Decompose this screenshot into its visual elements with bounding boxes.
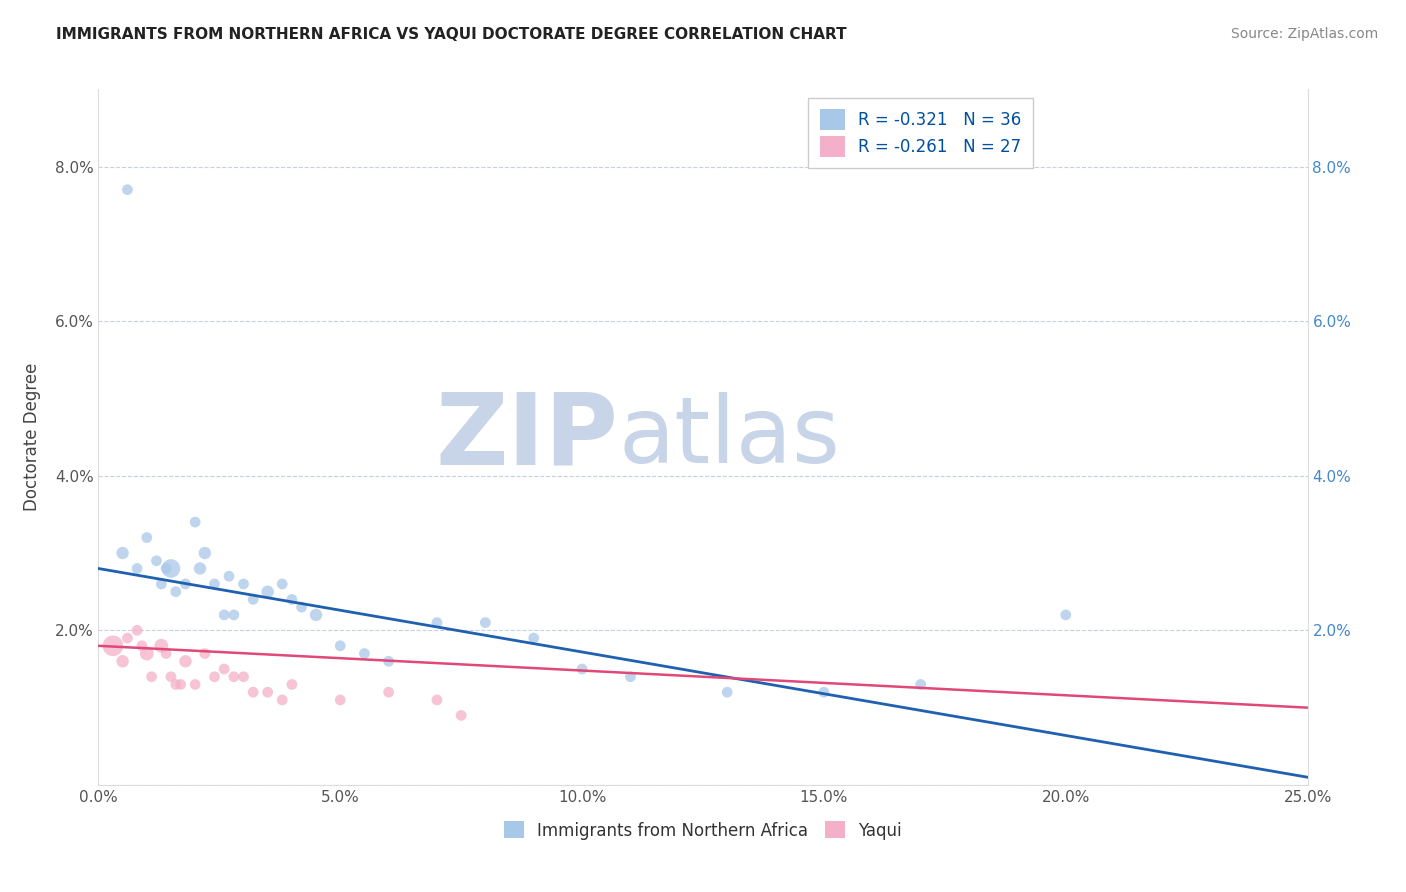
Point <box>619 670 641 684</box>
Point <box>329 693 352 707</box>
Point <box>111 546 134 560</box>
Point <box>523 631 546 645</box>
Point <box>256 685 278 699</box>
Point <box>194 546 217 560</box>
Point <box>135 647 157 661</box>
Point <box>242 592 264 607</box>
Point <box>716 685 738 699</box>
Point <box>222 607 245 622</box>
Point <box>271 693 294 707</box>
Y-axis label: Doctorate Degree: Doctorate Degree <box>22 363 41 511</box>
Point <box>281 592 304 607</box>
Point <box>218 569 240 583</box>
Point <box>174 577 197 591</box>
Point <box>377 654 399 668</box>
Point <box>169 677 191 691</box>
Point <box>426 693 449 707</box>
Point <box>174 654 197 668</box>
Point <box>155 647 177 661</box>
Point <box>160 561 183 575</box>
Point <box>281 677 304 691</box>
Point <box>194 647 217 661</box>
Point <box>329 639 352 653</box>
Point <box>212 662 235 676</box>
Legend: Immigrants from Northern Africa, Yaqui: Immigrants from Northern Africa, Yaqui <box>498 814 908 847</box>
Point <box>426 615 449 630</box>
Point <box>222 670 245 684</box>
Point <box>571 662 593 676</box>
Point <box>165 677 187 691</box>
Point <box>150 577 173 591</box>
Point <box>1054 607 1077 622</box>
Point <box>450 708 472 723</box>
Point <box>204 670 226 684</box>
Point <box>305 607 328 622</box>
Point <box>127 561 149 575</box>
Point <box>212 607 235 622</box>
Point <box>111 654 134 668</box>
Point <box>474 615 496 630</box>
Point <box>117 631 139 645</box>
Point <box>160 670 183 684</box>
Text: Source: ZipAtlas.com: Source: ZipAtlas.com <box>1230 27 1378 41</box>
Point <box>204 577 226 591</box>
Point <box>184 677 207 691</box>
Point <box>256 584 278 599</box>
Point <box>131 639 153 653</box>
Text: IMMIGRANTS FROM NORTHERN AFRICA VS YAQUI DOCTORATE DEGREE CORRELATION CHART: IMMIGRANTS FROM NORTHERN AFRICA VS YAQUI… <box>56 27 846 42</box>
Point <box>127 624 149 638</box>
Point <box>242 685 264 699</box>
Point <box>117 183 139 197</box>
Point <box>290 600 312 615</box>
Point <box>271 577 294 591</box>
Text: atlas: atlas <box>619 392 841 482</box>
Point <box>184 515 207 529</box>
Point <box>232 577 254 591</box>
Point <box>188 561 211 575</box>
Point <box>165 584 187 599</box>
Text: ZIP: ZIP <box>436 389 619 485</box>
Point <box>150 639 173 653</box>
Point <box>141 670 163 684</box>
Point <box>377 685 399 699</box>
Point <box>155 561 177 575</box>
Point <box>232 670 254 684</box>
Point <box>813 685 835 699</box>
Point <box>101 639 124 653</box>
Point <box>135 531 157 545</box>
Point <box>910 677 932 691</box>
Point <box>353 647 375 661</box>
Point <box>145 554 167 568</box>
